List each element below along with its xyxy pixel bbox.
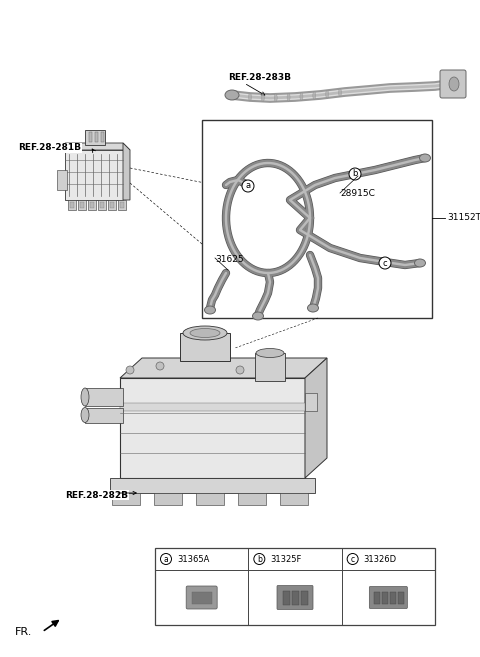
Ellipse shape (420, 154, 431, 162)
Bar (192, 591, 212, 604)
Bar (292, 591, 299, 604)
Bar (112, 493, 140, 505)
Bar (57, 170, 67, 190)
Ellipse shape (300, 93, 303, 101)
Ellipse shape (249, 93, 252, 101)
Ellipse shape (308, 304, 319, 312)
Ellipse shape (204, 306, 216, 314)
Bar (120, 403, 305, 411)
Bar (155, 548, 435, 625)
Text: a: a (164, 555, 168, 564)
Bar (85, 130, 105, 145)
Ellipse shape (287, 93, 290, 101)
Ellipse shape (338, 89, 341, 97)
Ellipse shape (183, 326, 227, 340)
Polygon shape (65, 150, 123, 200)
Circle shape (347, 553, 358, 564)
Text: 28915C: 28915C (340, 189, 375, 198)
Bar (70, 202, 74, 208)
FancyBboxPatch shape (277, 585, 313, 610)
Text: a: a (245, 181, 251, 191)
Text: b: b (352, 170, 358, 179)
FancyBboxPatch shape (186, 586, 217, 609)
Ellipse shape (415, 259, 425, 267)
Circle shape (242, 180, 254, 192)
Bar (238, 493, 266, 505)
Bar (110, 202, 114, 208)
Text: c: c (383, 258, 387, 267)
Text: REF.28-283B: REF.28-283B (228, 74, 291, 83)
Ellipse shape (81, 388, 89, 406)
Bar (95, 132, 98, 142)
Bar (88, 200, 96, 210)
Circle shape (349, 168, 361, 180)
Polygon shape (120, 358, 327, 378)
Bar (89, 132, 92, 142)
Text: c: c (350, 555, 355, 564)
Text: 31625: 31625 (215, 256, 244, 265)
Text: REF.28-282B: REF.28-282B (65, 491, 128, 499)
Text: 31325F: 31325F (270, 555, 302, 564)
Bar (383, 591, 388, 604)
Bar (98, 200, 106, 210)
Circle shape (156, 362, 164, 370)
Bar (78, 200, 86, 210)
FancyBboxPatch shape (440, 70, 466, 98)
Bar (283, 591, 290, 604)
Circle shape (254, 553, 265, 564)
Bar (120, 202, 124, 208)
Bar (180, 333, 230, 361)
Circle shape (126, 366, 134, 374)
Ellipse shape (261, 94, 264, 102)
Polygon shape (123, 143, 130, 200)
Ellipse shape (190, 328, 220, 338)
Circle shape (379, 257, 391, 269)
Bar (118, 200, 126, 210)
Bar (196, 493, 224, 505)
Bar (154, 493, 182, 505)
Bar (110, 478, 315, 493)
Bar (80, 202, 84, 208)
Bar (108, 200, 116, 210)
Text: FR.: FR. (15, 627, 32, 637)
Circle shape (236, 366, 244, 374)
Ellipse shape (225, 90, 239, 100)
Bar (280, 493, 308, 505)
Ellipse shape (256, 348, 284, 357)
Bar (374, 591, 380, 604)
Bar (85, 388, 123, 406)
Bar (255, 353, 285, 381)
Ellipse shape (81, 407, 89, 422)
Polygon shape (65, 143, 130, 150)
Bar (85, 408, 123, 423)
FancyBboxPatch shape (369, 587, 408, 608)
Bar (120, 378, 305, 478)
Bar (68, 200, 76, 210)
Text: REF.28-281B: REF.28-281B (18, 143, 81, 152)
Bar (301, 591, 308, 604)
Ellipse shape (274, 94, 277, 102)
Text: 31326D: 31326D (364, 555, 397, 564)
Text: b: b (257, 555, 262, 564)
Ellipse shape (252, 312, 264, 320)
Ellipse shape (325, 90, 329, 98)
Text: 31152T: 31152T (447, 214, 480, 223)
Text: 31365A: 31365A (177, 555, 209, 564)
Circle shape (160, 553, 171, 564)
Bar (202, 120, 432, 318)
Bar (398, 591, 404, 604)
Bar (305, 393, 317, 411)
Ellipse shape (313, 91, 316, 99)
Bar (101, 132, 104, 142)
Bar (390, 591, 396, 604)
Polygon shape (305, 358, 327, 478)
Bar (90, 202, 94, 208)
Ellipse shape (449, 77, 459, 91)
Bar (100, 202, 104, 208)
